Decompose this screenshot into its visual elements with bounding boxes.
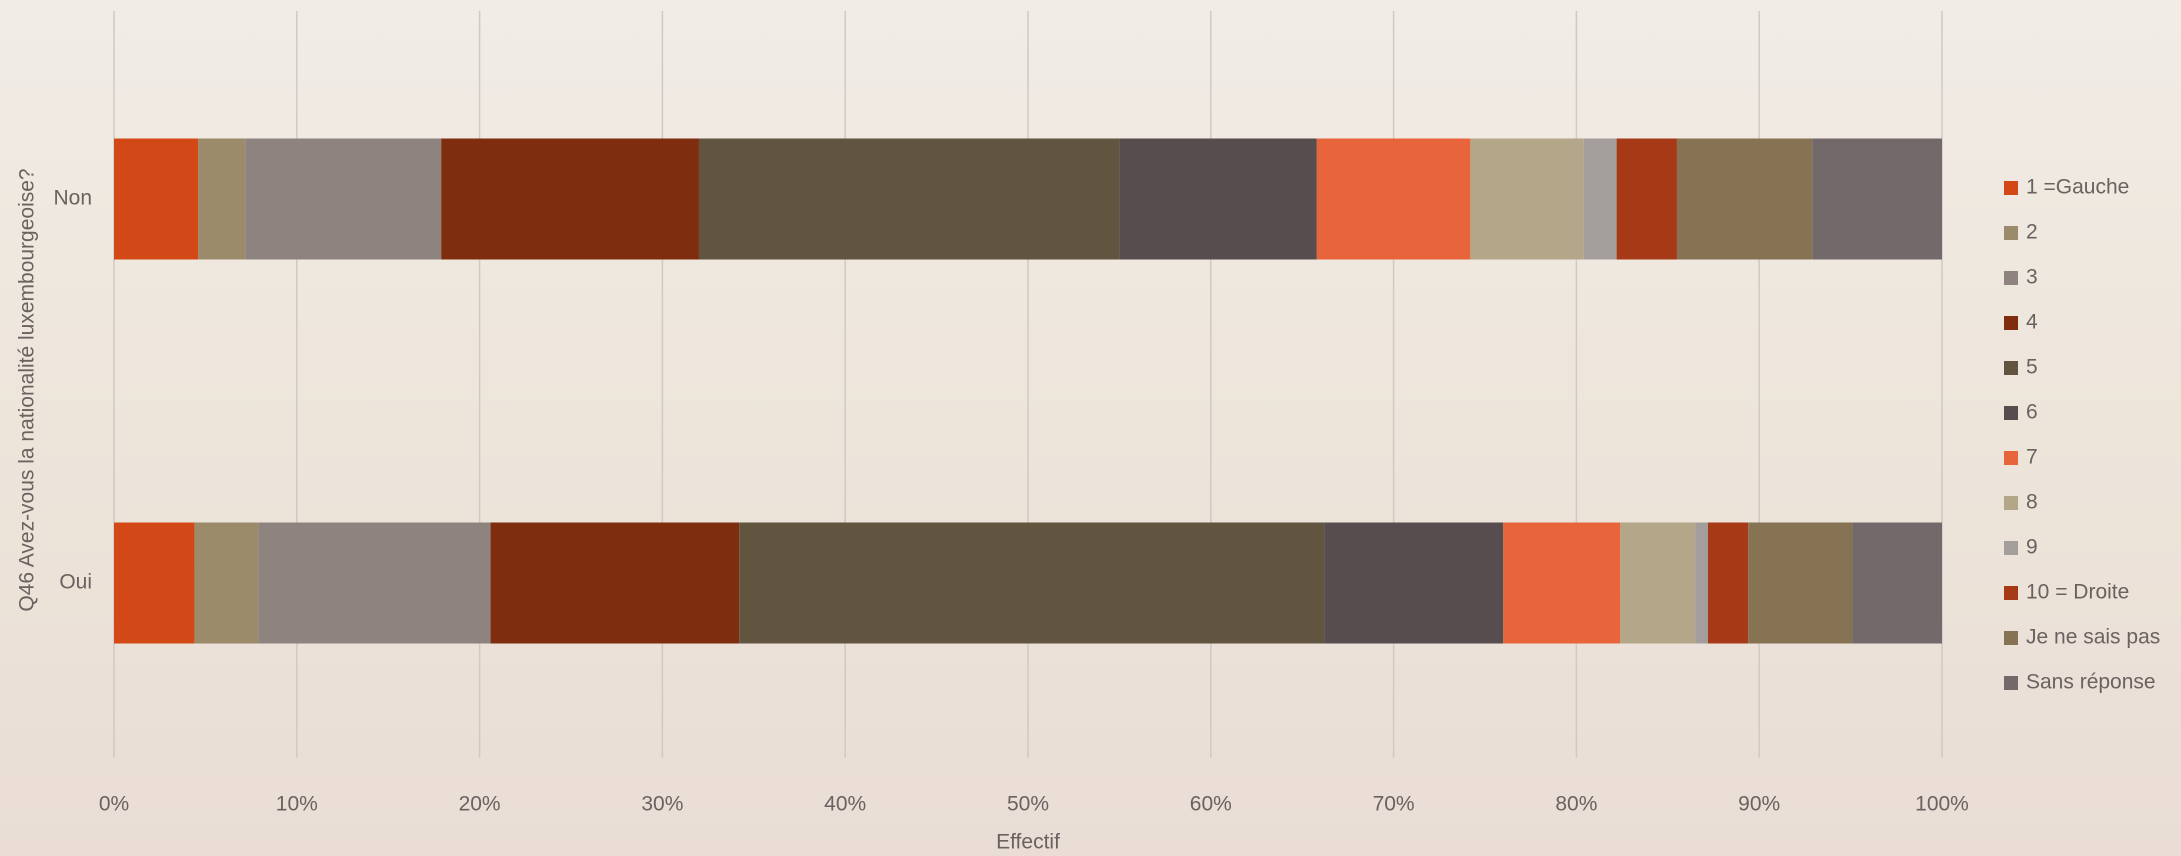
legend-label: 2	[2026, 221, 2038, 244]
legend-label: Je ne sais pas	[2026, 626, 2160, 649]
bar-segment	[490, 522, 740, 644]
bar-segment	[114, 138, 199, 260]
x-tick-label: 90%	[1738, 793, 1780, 816]
x-tick-label: 0%	[99, 793, 129, 816]
legend-swatch	[2004, 361, 2018, 375]
bar-segment	[441, 138, 699, 260]
bar-segment	[1503, 522, 1621, 644]
bar-segment	[1695, 522, 1709, 644]
x-tick-label: 100%	[1915, 793, 1969, 816]
bar-segment	[114, 522, 195, 644]
legend-swatch	[2004, 496, 2018, 510]
x-tick-label: 40%	[824, 793, 866, 816]
bar-segment	[1676, 138, 1813, 260]
x-tick-label: 60%	[1190, 793, 1232, 816]
x-tick-label: 50%	[1007, 793, 1049, 816]
x-axis-title: Effectif	[996, 831, 1060, 854]
y-tick-label: Non	[53, 187, 92, 210]
bar-segment	[1748, 522, 1853, 644]
x-tick-label: 10%	[276, 793, 318, 816]
legend-label: 6	[2026, 401, 2038, 424]
legend-label: 5	[2026, 356, 2038, 379]
legend-swatch	[2004, 316, 2018, 330]
bar-segment	[698, 138, 1120, 260]
y-axis-title: Q46 Avez-vous la nationalité luxembourge…	[16, 168, 39, 611]
x-tick-label: 20%	[459, 793, 501, 816]
x-tick-label: 80%	[1555, 793, 1597, 816]
bar-segment	[1583, 138, 1617, 260]
bar-segment	[1812, 138, 1942, 260]
legend-label: 9	[2026, 536, 2038, 559]
bar-segment	[1708, 522, 1749, 644]
legend-swatch	[2004, 541, 2018, 555]
legend-swatch	[2004, 226, 2018, 240]
bar-segment	[1119, 138, 1317, 260]
bar-segment	[194, 522, 259, 644]
legend-label: 3	[2026, 266, 2038, 289]
legend-label: 10 = Droite	[2026, 581, 2129, 604]
y-tick-label: Oui	[59, 571, 92, 594]
legend-swatch	[2004, 586, 2018, 600]
bar-segment	[1470, 138, 1584, 260]
legend-swatch	[2004, 406, 2018, 420]
bar-segment	[245, 138, 442, 260]
legend-swatch	[2004, 451, 2018, 465]
bar-segment	[1620, 522, 1696, 644]
bar-segment	[1324, 522, 1504, 644]
legend-label: Sans réponse	[2026, 671, 2156, 694]
legend-label: 4	[2026, 311, 2038, 334]
legend-swatch	[2004, 676, 2018, 690]
bar-segment	[1316, 138, 1471, 260]
legend-label: 7	[2026, 446, 2038, 469]
bar-segment	[1616, 138, 1677, 260]
legend-swatch	[2004, 631, 2018, 645]
x-tick-label: 30%	[641, 793, 683, 816]
bar-segment	[1852, 522, 1942, 644]
legend-label: 8	[2026, 491, 2038, 514]
bar-segment	[739, 522, 1325, 644]
legend-label: 1 =Gauche	[2026, 176, 2129, 199]
legend-swatch	[2004, 271, 2018, 285]
legend-swatch	[2004, 181, 2018, 195]
bar-segment	[198, 138, 246, 260]
bar-segment	[258, 522, 491, 644]
x-tick-label: 70%	[1373, 793, 1415, 816]
